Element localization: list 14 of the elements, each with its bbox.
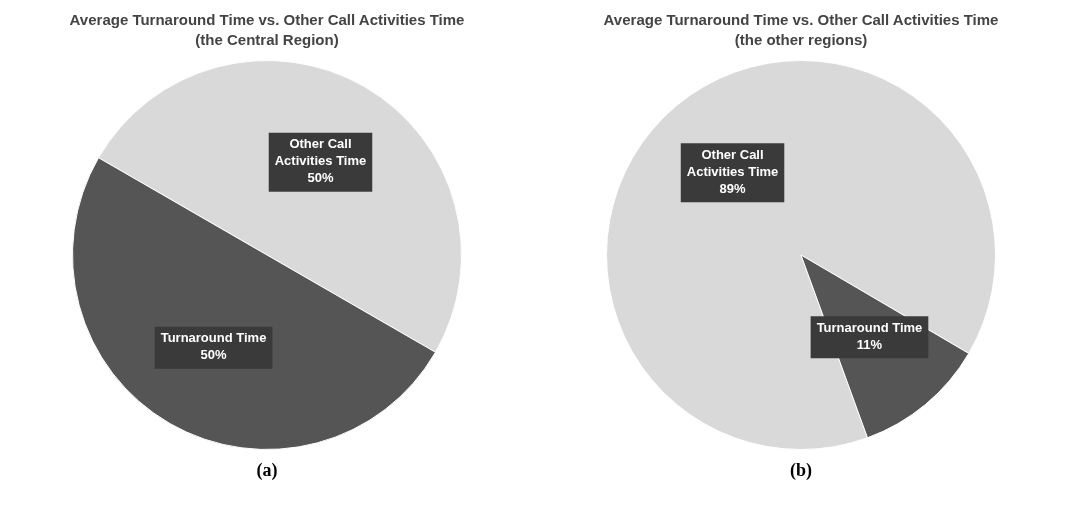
chart-title: Average Turnaround Time vs. Other Call Activities Time — [69, 10, 465, 30]
chart-subtitle: (the Central Region) — [194, 30, 340, 50]
text: (b) — [790, 460, 812, 481]
text: (a) — [256, 460, 278, 481]
slice-label: Turnaround Time — [816, 319, 923, 335]
data-label: 50% — [200, 347, 227, 363]
data-label: 89% — [719, 180, 746, 196]
chart-title: Average Turnaround Time vs. Other Call Activities Time — [603, 10, 999, 30]
data-label: 11% — [856, 336, 883, 352]
slice-label: Other Call Activities Time — [686, 146, 779, 179]
chart-subtitle: (the other regions) — [733, 30, 869, 50]
slice-label: Other Call Activities Time — [274, 136, 367, 169]
data-label: 50% — [307, 170, 334, 186]
slice-label: Turnaround Time — [160, 330, 267, 346]
